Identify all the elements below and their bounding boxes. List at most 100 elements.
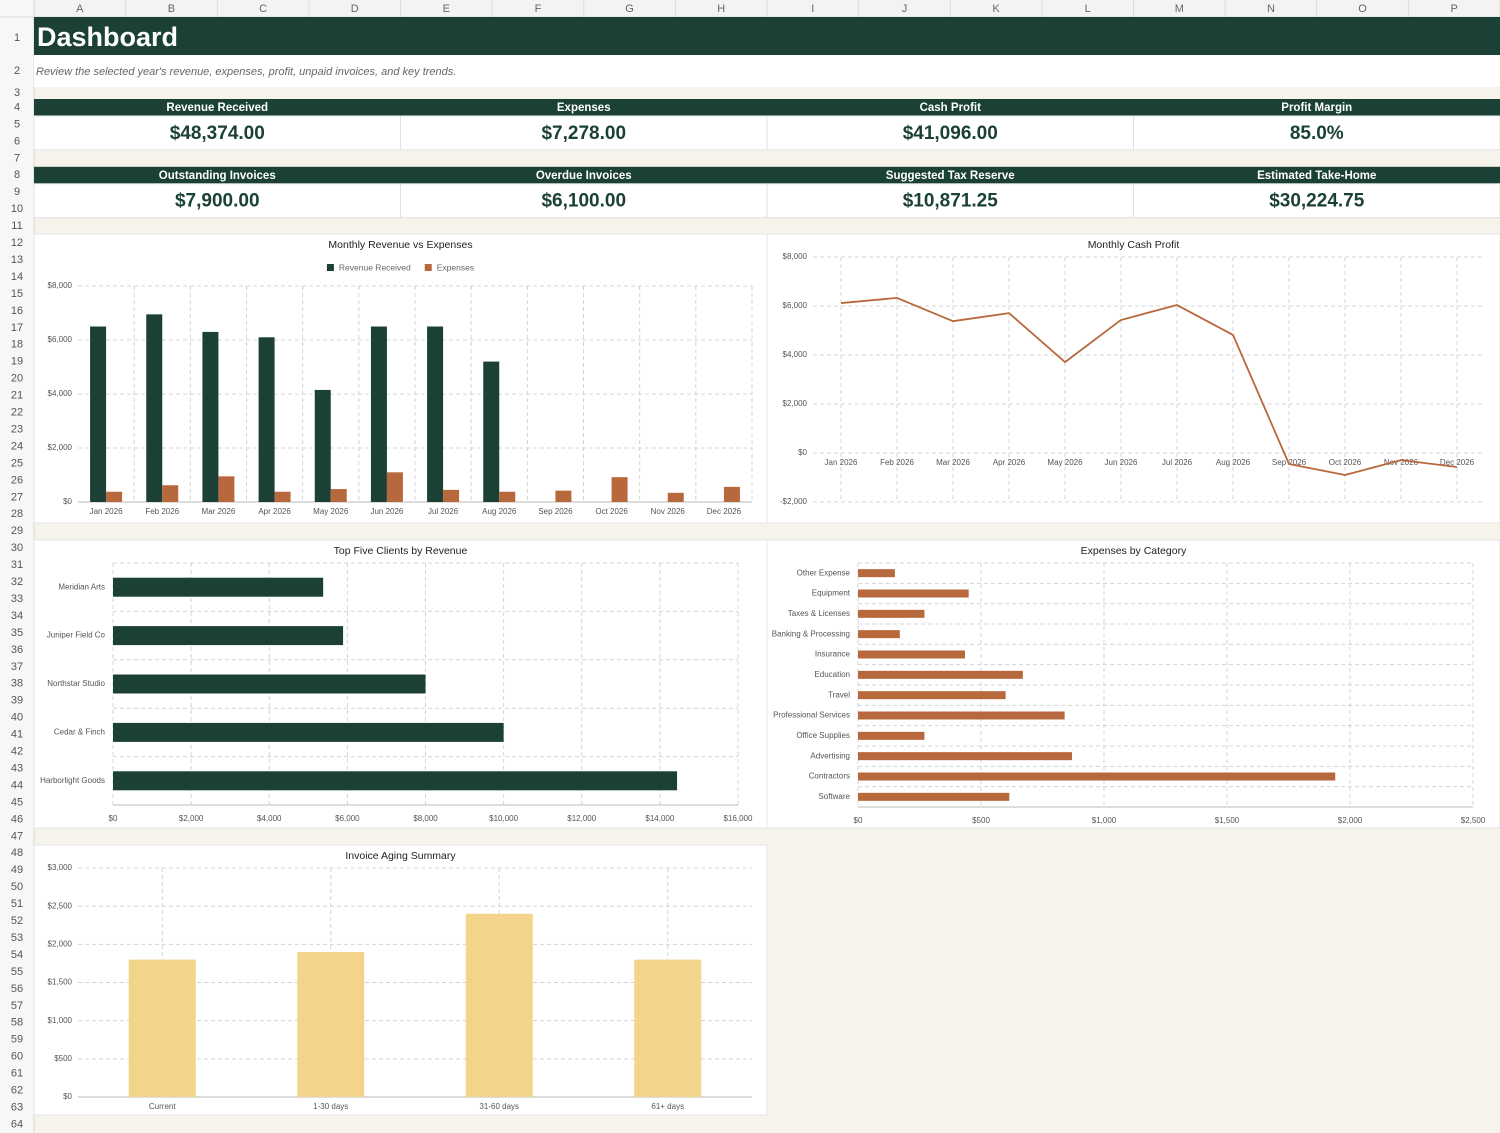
kpi-value: $10,871.25 <box>903 191 999 212</box>
column-header: I <box>811 3 814 15</box>
kpi-value-box <box>33 183 401 219</box>
chart-title: Invoice Aging Summary <box>345 850 456 862</box>
bar <box>113 722 504 742</box>
y-tick-label: $2,000 <box>783 399 808 408</box>
x-tick-label: $1,000 <box>1092 816 1117 825</box>
y-tick-label: Equipment <box>812 589 851 598</box>
row-number: 52 <box>11 915 23 927</box>
x-tick-label: May 2026 <box>313 507 349 516</box>
y-tick-label: $8,000 <box>783 252 808 261</box>
kpi-label: Estimated Take-Home <box>1257 170 1376 182</box>
row-number: 17 <box>11 322 23 334</box>
row-number: 22 <box>11 407 23 419</box>
bar <box>427 326 444 502</box>
x-tick-label: $10,000 <box>489 814 518 823</box>
bar <box>858 650 966 659</box>
y-tick-label: Office Supplies <box>796 731 850 740</box>
row-number: 33 <box>11 593 23 605</box>
x-tick-label: $16,000 <box>724 814 753 823</box>
legend: Revenue Received Expenses <box>326 262 474 272</box>
bar <box>858 752 1073 761</box>
x-tick-label: Aug 2026 <box>482 507 517 516</box>
bar <box>162 485 179 502</box>
column-header: D <box>351 3 359 15</box>
column-header: J <box>902 3 908 15</box>
row-number: 4 <box>14 101 20 113</box>
x-tick-label: Apr 2026 <box>258 507 291 516</box>
bar <box>146 314 163 502</box>
column-header: B <box>168 3 175 15</box>
chart-title: Monthly Revenue vs Expenses <box>328 239 472 251</box>
y-tick-label: Software <box>818 792 850 801</box>
x-tick-label: 1-30 days <box>313 1102 348 1111</box>
bar <box>113 674 426 694</box>
x-tick-label: $500 <box>972 816 990 825</box>
bar <box>113 577 324 597</box>
kpi-value-box <box>1133 183 1500 219</box>
bar <box>858 731 925 740</box>
row-number: 59 <box>11 1034 23 1046</box>
x-tick-label: $0 <box>854 816 863 825</box>
x-tick-label: Jan 2026 <box>825 458 858 467</box>
x-tick-label: Mar 2026 <box>202 507 236 516</box>
x-tick-label: $0 <box>109 814 118 823</box>
chart-title: Top Five Clients by Revenue <box>334 545 468 557</box>
subtitle-band <box>34 55 1500 87</box>
bar <box>858 589 969 598</box>
x-tick-label: Aug 2026 <box>1216 458 1251 467</box>
row-number: 2 <box>14 65 20 77</box>
row-number: 18 <box>11 339 23 351</box>
x-tick-label: Mar 2026 <box>936 458 970 467</box>
bar <box>297 951 365 1097</box>
kpi-label-band <box>1133 166 1500 184</box>
x-tick-label: $6,000 <box>335 814 360 823</box>
row-number: 19 <box>11 356 23 368</box>
row-number: 36 <box>11 644 23 656</box>
x-tick-label: $2,000 <box>179 814 204 823</box>
legend-label: Revenue Received <box>339 262 411 272</box>
y-tick-label: Taxes & Licenses <box>788 609 850 618</box>
kpi-label-band <box>400 99 767 116</box>
row-number: 25 <box>11 457 23 469</box>
legend-swatch <box>326 264 334 271</box>
y-tick-label: Other Expense <box>797 568 851 577</box>
column-header: N <box>1267 3 1275 15</box>
y-tick-label: Insurance <box>815 650 851 659</box>
row-number: 24 <box>11 440 23 452</box>
chart-panel <box>766 233 1500 524</box>
y-tick-label: Travel <box>828 690 850 699</box>
bar <box>499 491 516 502</box>
kpi-label-band <box>1133 99 1500 116</box>
legend-label: Expenses <box>437 262 474 272</box>
y-tick-label: $1,000 <box>48 1016 73 1025</box>
y-tick-label: $4,000 <box>48 389 73 398</box>
kpi-value: $7,278.00 <box>541 123 626 144</box>
column-header: L <box>1085 3 1091 15</box>
kpi-label: Overdue Invoices <box>536 170 632 182</box>
y-tick-label: Juniper Field Co <box>47 631 106 640</box>
row-number: 47 <box>11 830 23 842</box>
x-tick-label: Jul 2026 <box>428 507 459 516</box>
kpi-label: Outstanding Invoices <box>159 170 276 182</box>
x-tick-label: May 2026 <box>1047 458 1083 467</box>
kpi-value: $48,374.00 <box>170 123 265 144</box>
x-tick-label: Jan 2026 <box>90 507 123 516</box>
row-number: 56 <box>11 983 23 995</box>
column-header: M <box>1175 3 1184 15</box>
row-number: 7 <box>14 152 20 164</box>
row-number: 63 <box>11 1101 23 1113</box>
kpi-value-box <box>1133 115 1500 151</box>
x-tick-label: $2,000 <box>1338 816 1363 825</box>
row-number: 3 <box>14 87 20 99</box>
row-number: 34 <box>11 610 23 622</box>
y-tick-label: Education <box>814 670 850 679</box>
bar <box>314 389 331 502</box>
kpi-label-band <box>767 99 1134 116</box>
row-number: 53 <box>11 932 23 944</box>
bar <box>858 670 1023 679</box>
row-number: 8 <box>14 169 20 181</box>
y-tick-label: $0 <box>798 448 807 457</box>
column-header: F <box>535 3 542 15</box>
